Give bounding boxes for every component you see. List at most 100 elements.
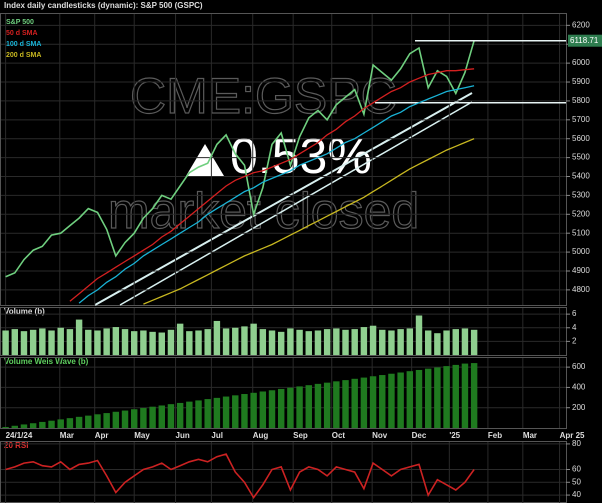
bar [470, 329, 478, 355]
y-tick-label: 4900 [572, 266, 590, 275]
series-line [5, 40, 475, 278]
x-tick-label: Apr 25 [560, 431, 585, 440]
y-tick-label: 80 [572, 439, 581, 448]
series-line [69, 68, 475, 302]
bar [75, 416, 83, 428]
price-panel [0, 13, 567, 306]
bar [268, 330, 276, 355]
bar [388, 373, 395, 428]
bar [130, 331, 138, 355]
bar [323, 329, 331, 355]
bar [259, 391, 267, 428]
last-price-label: 6118.71 [570, 36, 599, 45]
bar [369, 376, 377, 428]
bar [204, 329, 211, 355]
bar [415, 369, 423, 428]
bar [369, 325, 377, 355]
change-label: 0.53% [230, 128, 372, 184]
trend-line [94, 92, 473, 306]
y-tick-label: 5000 [572, 247, 590, 256]
y-tick-label: 4800 [572, 285, 590, 294]
bar [250, 392, 257, 428]
bar [167, 329, 175, 355]
bar [443, 330, 450, 355]
bar [314, 330, 322, 355]
bar [296, 386, 303, 428]
x-tick-label: May [134, 431, 150, 440]
bar [2, 426, 9, 428]
volume-panel [0, 307, 567, 356]
bar [103, 328, 110, 355]
bar [461, 328, 469, 355]
y-tick-label: 5100 [572, 228, 590, 237]
y-tick-label: 2 [572, 336, 577, 345]
bar [277, 388, 285, 428]
bar [424, 330, 432, 355]
bar [176, 402, 184, 428]
y-tick-label: 40 [572, 490, 581, 499]
y-tick-label: 5800 [572, 96, 590, 105]
y-tick-label: 6 [572, 309, 577, 318]
legend-entry: 50 d SMA [6, 30, 38, 37]
bar [94, 330, 101, 355]
bar [443, 366, 450, 428]
bar [434, 367, 441, 428]
y-tick-label: 5700 [572, 115, 590, 124]
bar [20, 331, 28, 355]
bar [342, 380, 349, 428]
bar [287, 387, 294, 428]
bar [39, 421, 46, 428]
bar [29, 329, 37, 355]
bar [213, 397, 221, 428]
bar [397, 329, 404, 355]
series-line [143, 138, 475, 305]
x-tick-label: Mar [60, 431, 74, 440]
x-tick-label: Mar [523, 431, 537, 440]
x-tick-label: Dec [412, 431, 427, 440]
bar [379, 375, 386, 428]
panel-title: 20 RSI [4, 441, 28, 450]
y-tick-label: 5900 [572, 77, 590, 86]
bar [48, 330, 55, 355]
bar [11, 425, 18, 428]
bar [406, 328, 414, 355]
bar [149, 331, 156, 355]
bar [277, 331, 285, 355]
bar [11, 329, 18, 355]
bar [48, 420, 55, 428]
bar [213, 320, 221, 355]
x-tick-label: '25 [449, 431, 460, 440]
bar [232, 395, 239, 428]
series-line [78, 85, 475, 304]
y-tick-label: 60 [572, 465, 581, 474]
bar [434, 333, 441, 355]
y-tick-label: 5400 [572, 172, 590, 181]
bar [241, 394, 248, 428]
bar [66, 329, 74, 355]
bar [406, 371, 414, 428]
y-tick-label: 600 [572, 362, 586, 371]
bar [351, 329, 358, 355]
bar [296, 329, 303, 355]
x-tick-label: Apr [95, 431, 109, 440]
y-tick-label: 5600 [572, 134, 590, 143]
x-tick-label: Aug [253, 431, 269, 440]
y-tick-label: 5200 [572, 209, 590, 218]
bar [75, 319, 83, 355]
weis-panel [0, 357, 567, 429]
bar [195, 400, 202, 428]
series-line [5, 453, 475, 500]
bar [268, 390, 276, 428]
bar [415, 315, 423, 355]
y-tick-label: 5300 [572, 191, 590, 200]
bar [121, 329, 129, 355]
bar [323, 382, 331, 428]
legend-entry: S&P 500 [6, 19, 34, 26]
y-tick-label: 50 [572, 477, 581, 486]
bar [461, 363, 469, 428]
bar [342, 329, 349, 355]
bar [195, 330, 202, 355]
bar [470, 363, 478, 428]
bar [452, 364, 459, 428]
